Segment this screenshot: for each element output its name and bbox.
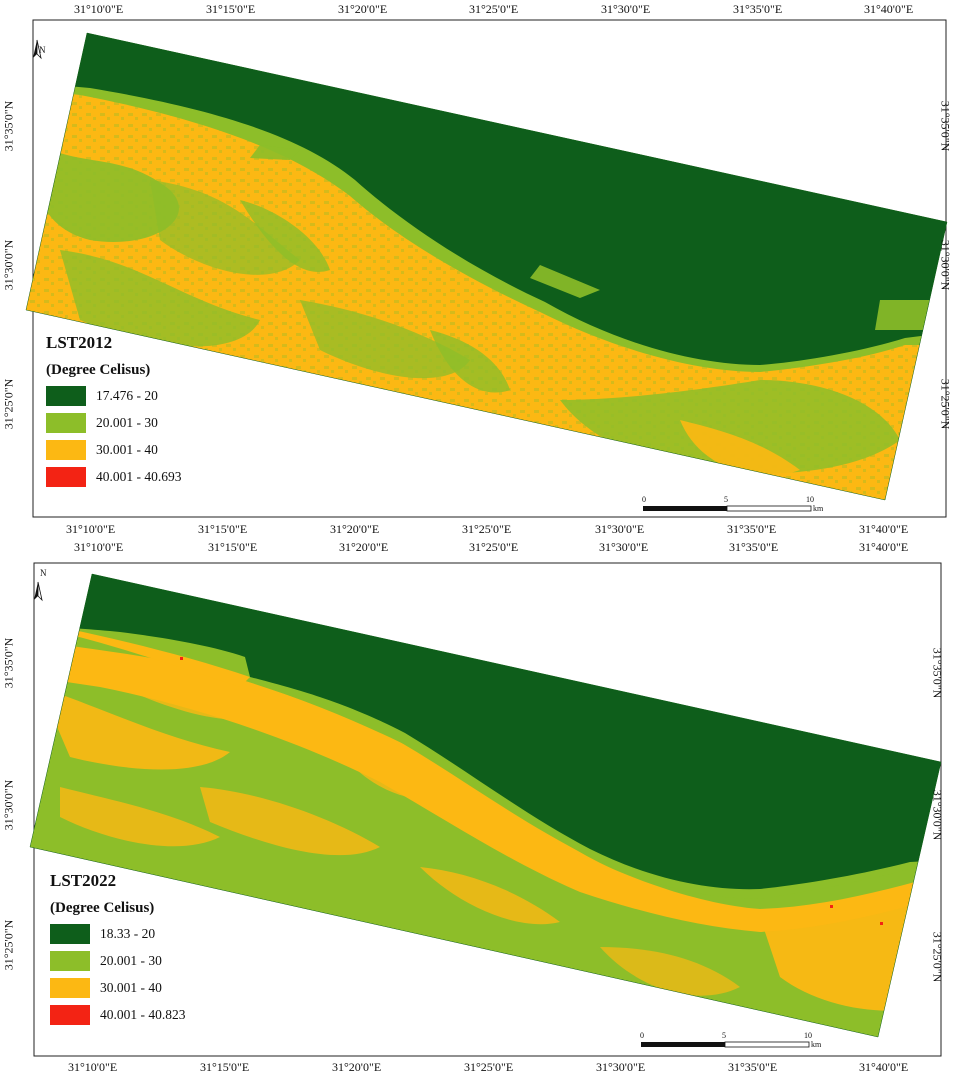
legend-label: 17.476 - 20 <box>96 387 158 403</box>
bottom-tick: 31°40'0"E <box>859 1060 909 1074</box>
legend-label: 40.001 - 40.823 <box>100 1006 186 1022</box>
legend-swatch <box>50 923 90 944</box>
bottom-tick: 31°25'0"E <box>464 1060 514 1074</box>
legend-label: 20.001 - 30 <box>96 414 158 430</box>
bottom-tick: 31°20'0"E <box>332 1060 382 1074</box>
north-arrow-icon <box>34 581 43 602</box>
scale-label: 10 <box>804 1031 812 1040</box>
north-arrow-icon <box>33 39 42 60</box>
top-tick: 31°10'0"E <box>74 2 124 16</box>
right-tick: 31°30'0"N <box>930 789 945 841</box>
legend-swatch <box>50 1004 90 1025</box>
legend-item: 30.001 - 40 <box>50 976 186 999</box>
bottom-tick: 31°35'0"E <box>728 1060 778 1074</box>
top-tick: 31°40'0"E <box>859 540 909 554</box>
legend-label: 30.001 - 40 <box>100 979 162 995</box>
right-tick: 31°25'0"N <box>930 931 945 983</box>
legend-label: 40.001 - 40.693 <box>96 468 182 484</box>
legend-item: 18.33 - 20 <box>50 922 186 945</box>
top-tick: 31°25'0"E <box>469 540 519 554</box>
legend-swatch <box>46 466 86 487</box>
top-tick: 31°30'0"E <box>601 2 651 16</box>
bottom-tick: 31°25'0"E <box>462 522 512 536</box>
north-label: N <box>40 568 47 578</box>
scale-label: 0 <box>642 495 646 504</box>
legend: LST2012 (Degree Celisus) 17.476 - 20 20.… <box>46 332 182 488</box>
legend-swatch <box>46 385 86 406</box>
left-tick: 31°25'0"N <box>1 919 16 971</box>
scale-label: 0 <box>640 1031 644 1040</box>
scale-label: 5 <box>724 495 728 504</box>
bottom-tick: 31°20'0"E <box>330 522 380 536</box>
lst-map-2022 <box>29 562 942 1057</box>
legend-item: 40.001 - 40.693 <box>46 465 182 488</box>
top-tick: 31°35'0"E <box>733 2 783 16</box>
legend-swatch <box>46 439 86 460</box>
top-tick: 31°25'0"E <box>469 2 519 16</box>
top-tick: 31°10'0"E <box>74 540 124 554</box>
legend-title: LST2022 <box>50 871 117 890</box>
left-tick: 31°35'0"N <box>1 637 16 689</box>
bottom-tick: 31°40'0"E <box>859 522 909 536</box>
left-tick: 31°35'0"N <box>1 100 16 152</box>
right-tick: 31°35'0"N <box>938 100 953 152</box>
top-tick: 31°30'0"E <box>599 540 649 554</box>
legend-unit: (Degree Celisus) <box>50 900 155 916</box>
right-tick: 31°25'0"N <box>938 378 953 430</box>
lst-map-2012 <box>25 19 948 518</box>
legend-item: 20.001 - 30 <box>46 411 182 434</box>
legend-label: 20.001 - 30 <box>100 952 162 968</box>
bottom-tick: 31°15'0"E <box>198 522 248 536</box>
map-panel-2022: N 31°10'0"E 31°15'0"E 31°20'0"E 31°25'0"… <box>0 537 969 1074</box>
legend-swatch <box>50 977 90 998</box>
bottom-tick: 31°15'0"E <box>200 1060 250 1074</box>
scale-bar <box>643 505 812 512</box>
right-tick: 31°35'0"N <box>930 647 945 699</box>
legend-label: 30.001 - 40 <box>96 441 158 457</box>
legend-item: 30.001 - 40 <box>46 438 182 461</box>
top-tick: 31°15'0"E <box>208 540 258 554</box>
legend-title: LST2012 <box>46 333 113 352</box>
legend-swatch <box>50 950 90 971</box>
north-label: N <box>39 45 46 55</box>
top-tick: 31°20'0"E <box>339 540 389 554</box>
scale-unit: km <box>813 504 824 513</box>
scale-label: 10 <box>806 495 814 504</box>
scale-label: 5 <box>722 1031 726 1040</box>
bottom-tick: 31°10'0"E <box>66 522 116 536</box>
left-tick: 31°30'0"N <box>1 239 16 291</box>
top-tick: 31°35'0"E <box>729 540 779 554</box>
legend-item: 20.001 - 30 <box>50 949 186 972</box>
legend-unit: (Degree Celisus) <box>46 362 151 378</box>
scale-unit: km <box>811 1040 822 1049</box>
bottom-tick: 31°30'0"E <box>596 1060 646 1074</box>
scale-bar <box>641 1041 810 1048</box>
legend-item: 40.001 - 40.823 <box>50 1003 186 1026</box>
top-tick: 31°15'0"E <box>206 2 256 16</box>
map-panel-2012: N 31°10'0"E 31°15'0"E 31°20'0"E 31°25'0"… <box>1 2 953 536</box>
left-tick: 31°25'0"N <box>1 378 16 430</box>
top-tick: 31°20'0"E <box>338 2 388 16</box>
legend-item: 17.476 - 20 <box>46 384 182 407</box>
legend-swatch <box>46 412 86 433</box>
bottom-tick: 31°30'0"E <box>595 522 645 536</box>
legend: LST2022 (Degree Celisus) 18.33 - 20 20.0… <box>50 870 186 1026</box>
right-tick: 31°30'0"N <box>938 239 953 291</box>
bottom-tick: 31°35'0"E <box>727 522 777 536</box>
bottom-tick: 31°10'0"E <box>68 1060 118 1074</box>
left-tick: 31°30'0"N <box>1 779 16 831</box>
top-tick: 31°40'0"E <box>864 2 914 16</box>
legend-label: 18.33 - 20 <box>100 925 156 941</box>
